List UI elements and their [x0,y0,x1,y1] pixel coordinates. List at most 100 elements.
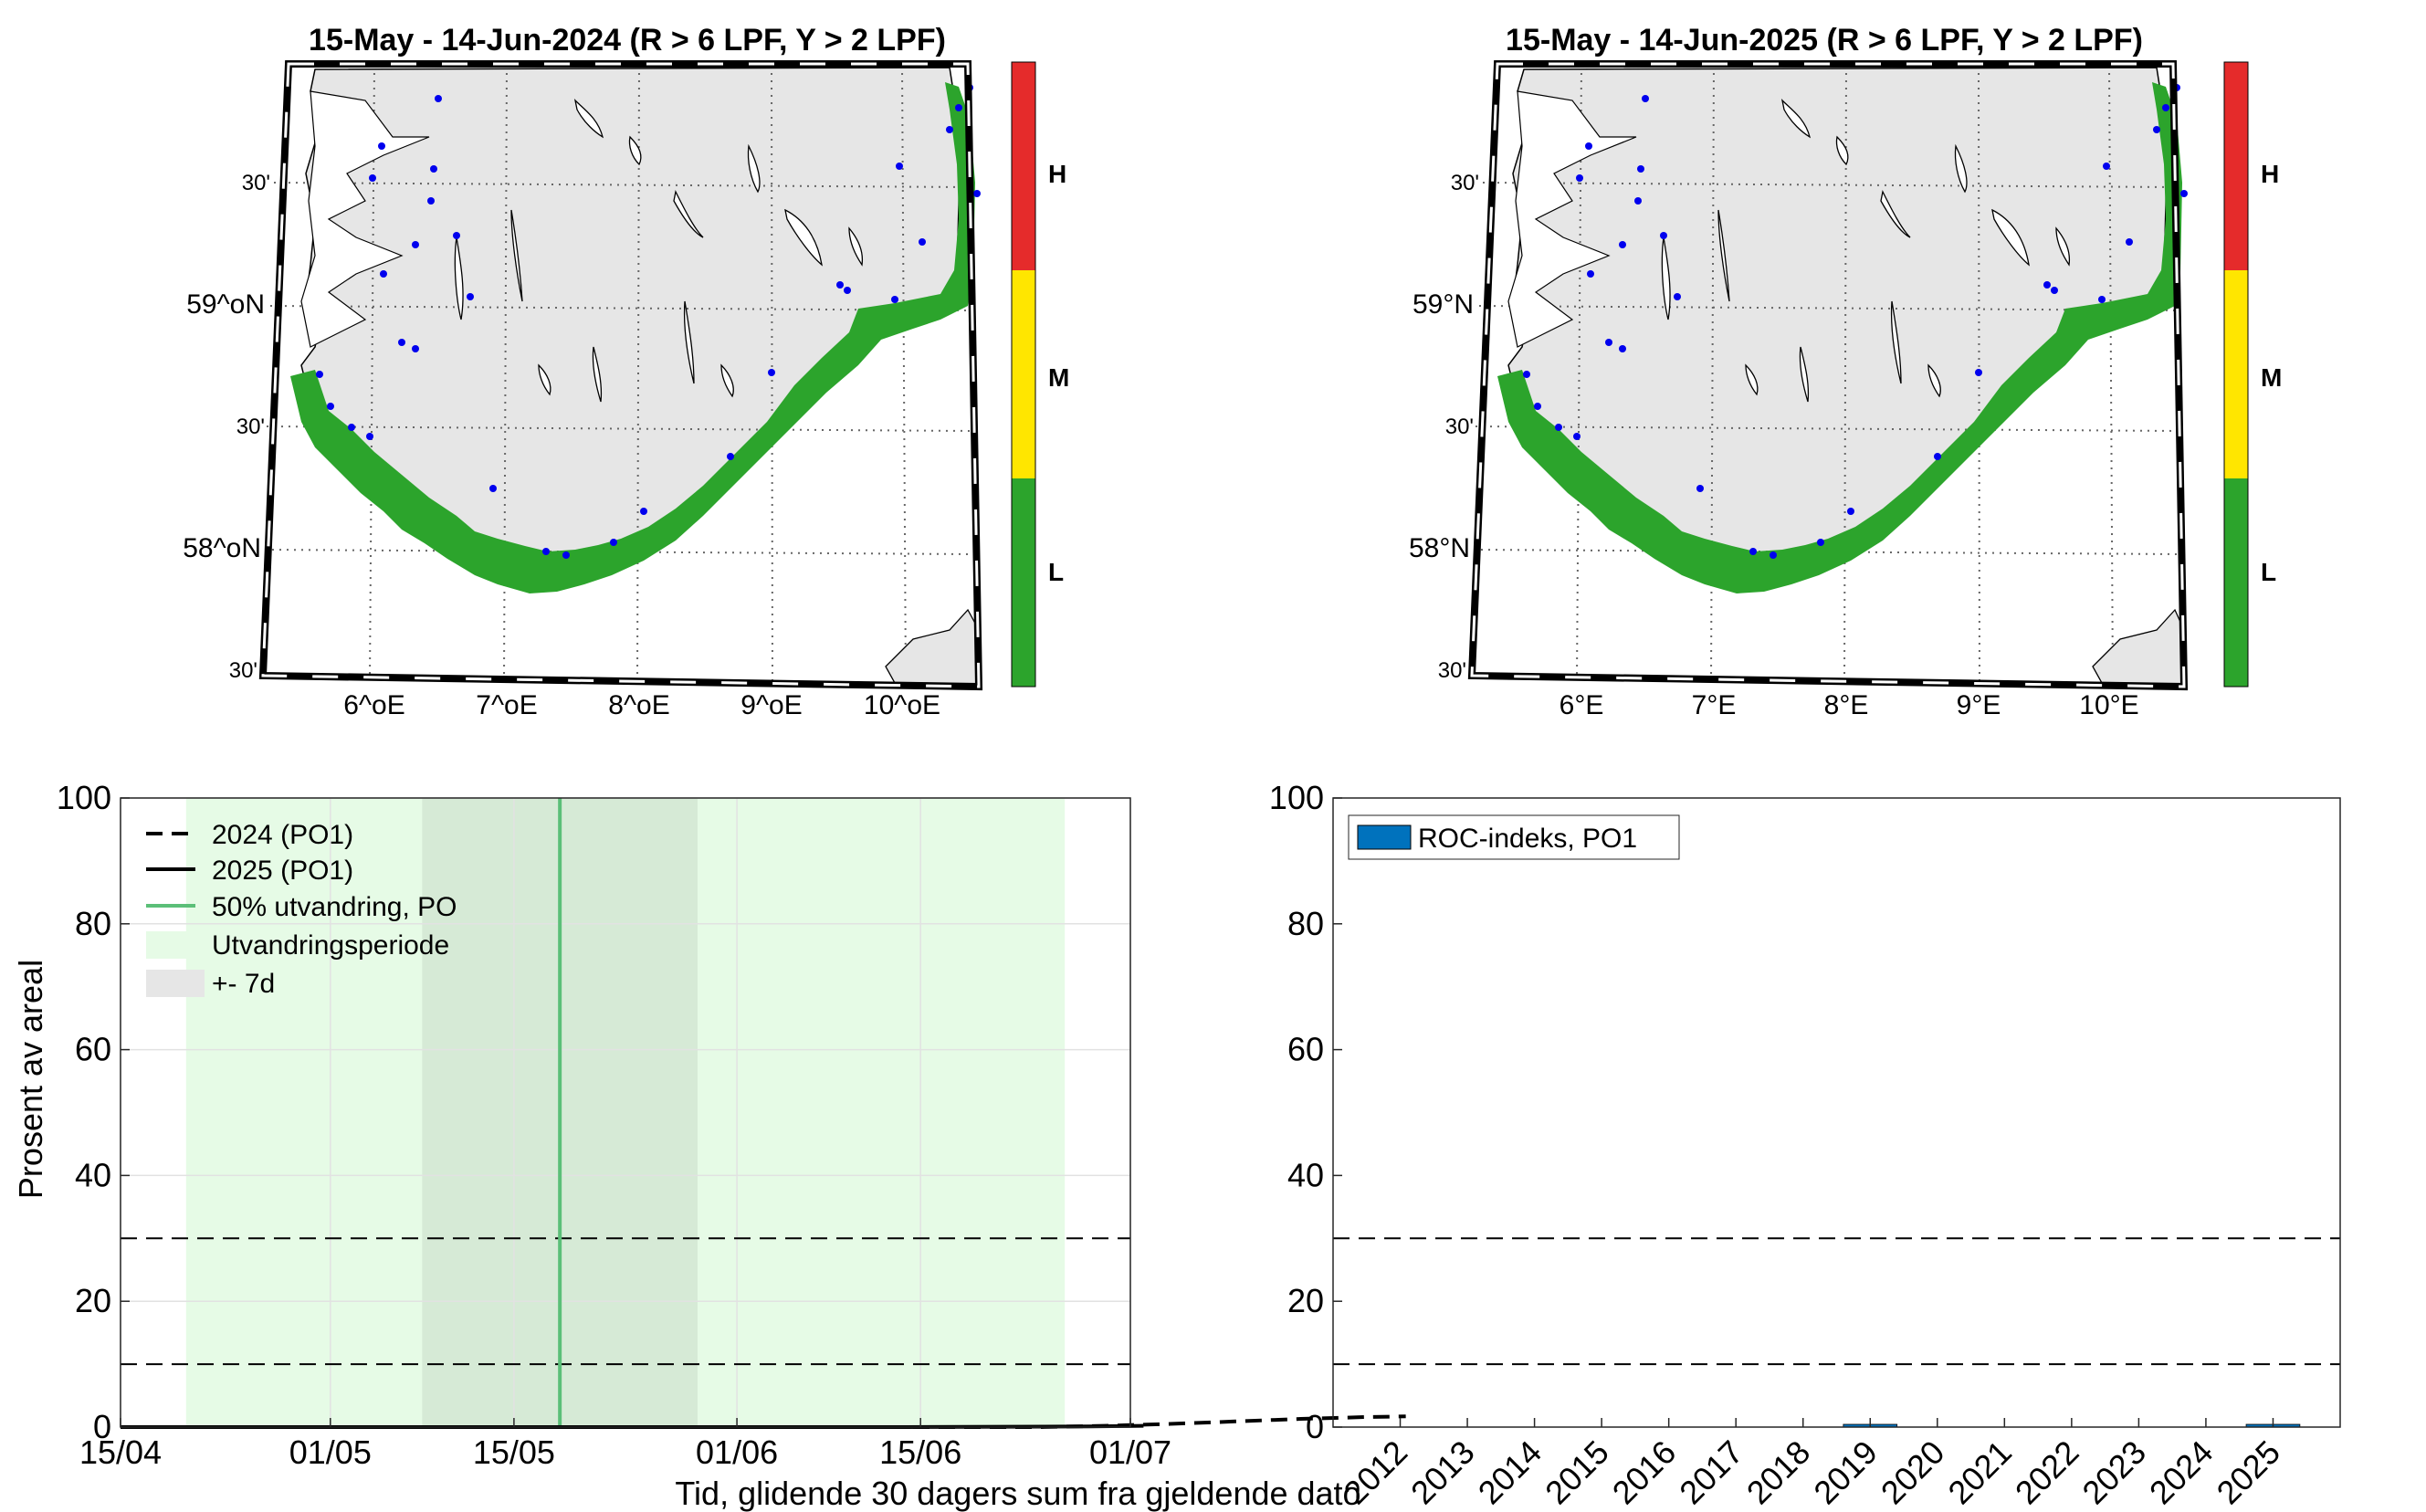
colorbar-label-medium: M [2261,363,2282,392]
bar-chart-y-ticks: 0 20 40 60 80 100 [1269,779,1342,1445]
colorbar-label-medium: M [1048,363,1069,392]
map-2024: 15-May - 14-Jun-2024 (R > 6 LPF, Y > 2 L… [183,23,1069,720]
map-2024-lakes [454,99,864,403]
x-tick-label: 2017 [1672,1433,1750,1512]
y-tick-label: 100 [1269,779,1324,816]
y-tick-label: 100 [57,779,111,816]
map-2024-title: 15-May - 14-Jun-2024 (R > 6 LPF, Y > 2 L… [309,23,946,58]
colorbar-low [2224,478,2248,687]
bar-chart-legend: ROC-indeks, PO1 [1348,814,1680,860]
y-tick-label: 40 [1287,1156,1324,1193]
lat-label: 30' [1438,658,1466,683]
lat-label: 30' [1451,171,1479,195]
bar-chart-x-ticks: 2012201320142015201620172018201920202021… [1337,1418,2287,1512]
x-tick-label: 2020 [1874,1433,1952,1512]
colorbar-label-high: H [2261,160,2279,188]
x-tick-label: 15/06 [879,1433,961,1471]
lat-label: 58^oN [183,533,261,563]
x-tick-label: 2025 [2209,1433,2287,1512]
y-tick-label: 20 [1287,1282,1324,1319]
y-tick-label: 60 [1287,1031,1324,1068]
x-tick-label: 2021 [1940,1433,2019,1512]
x-tick-label: 15/04 [79,1433,162,1471]
map-2024-stations [316,84,981,559]
map-2025-lakes [1661,99,2071,403]
y-tick-label: 60 [75,1031,111,1068]
bar-chart-axes [1332,797,2341,1428]
line-chart-ylabel: Prosent av areal [12,960,49,1199]
x-tick-label: 01/07 [1089,1433,1171,1471]
y-tick-label: 0 [93,1408,111,1445]
x-tick-label: 2018 [1739,1433,1818,1512]
lon-label: 6°E [1560,690,1604,720]
lon-label: 10°E [2079,690,2138,720]
x-tick-label: 2023 [2074,1433,2153,1512]
map-2025-stations [1523,84,2188,559]
legend-swatch-period [146,931,205,959]
legend-label-2024: 2024 (PO1) [212,820,353,850]
colorbar-label-low: L [2261,558,2276,586]
lon-label: 7°E [1692,690,1737,720]
map-2024-colorbar: H M L [1011,61,1069,688]
lon-label: 8°E [1824,690,1869,720]
lat-label: 30' [1445,415,1474,439]
x-tick-label: 2014 [1471,1433,1549,1512]
colorbar-medium [2224,270,2248,478]
legend-label-period: Utvandringsperiode [212,930,449,961]
map-2025-lat-labels: 30' 59°N 30' 58°N 30' [1409,171,1479,683]
legend-label-window: +- 7d [212,969,275,999]
colorbar-label-low: L [1048,558,1064,586]
line-chart-legend: 2024 (PO1) 2025 (PO1) 50% utvandring, PO… [146,820,457,999]
colorbar-medium [1012,270,1035,478]
line-chart-y-ticks: 0 20 40 60 80 100 [57,779,130,1445]
colorbar-low [1012,478,1035,687]
lat-label: 59^oN [186,289,265,320]
bar-chart: 0 20 40 60 80 100 201220132014201520162017201… [1269,779,2341,1512]
map-2025-grid [1473,65,2181,688]
lon-label: 8^oE [608,690,669,720]
map-2025-lon-labels: 6°E 7°E 8°E 9°E 10°E [1560,690,2139,720]
x-tick-label: 2013 [1403,1433,1482,1512]
legend-label-fifty: 50% utvandring, PO [212,892,457,922]
y-tick-label: 0 [1306,1408,1324,1445]
map-2024-lat-labels: 30' 59^oN 30' 58^oN 30' [183,171,270,683]
lat-label: 30' [236,415,265,439]
lat-label: 30' [242,171,270,195]
y-tick-label: 80 [75,905,111,942]
lon-label: 9°E [1957,690,2001,720]
map-2025-colorbar: H M L [2223,61,2282,688]
colorbar-high [2224,62,2248,270]
lon-label: 7^oE [476,690,537,720]
line-chart-axes [120,797,1131,1428]
bar-legend-swatch [1357,824,1412,850]
legend-label-2025: 2025 (PO1) [212,856,353,886]
lat-label: 30' [229,658,257,683]
line-chart-thresholds [121,1237,1130,1366]
line-chart-xlabel: Tid, glidende 30 dagers sum fra gjeldend… [675,1475,1360,1512]
colorbar-high [1012,62,1035,270]
lon-label: 10^oE [864,690,940,720]
x-tick-label: 01/06 [696,1433,778,1471]
x-tick-label: 01/05 [289,1433,372,1471]
bar-chart-thresholds [1333,1237,2340,1366]
map-2024-grid [264,65,974,688]
x-tick-label: 2022 [2008,1433,2086,1512]
map-2025-fjords [1507,90,1637,348]
line-chart-x-ticks: 15/04 01/05 15/05 01/06 15/06 01/07 [79,1418,1171,1471]
lon-label: 6^oE [343,690,404,720]
x-tick-label: 2015 [1538,1433,1616,1512]
colorbar-label-high: H [1048,160,1066,188]
map-2025-title: 15-May - 14-Jun-2025 (R > 6 LPF, Y > 2 L… [1506,23,2143,58]
y-tick-label: 20 [75,1282,111,1319]
x-tick-label: 2016 [1605,1433,1684,1512]
lat-label: 58°N [1409,533,1470,563]
map-2025: 15-May - 14-Jun-2025 (R > 6 LPF, Y > 2 L… [1409,23,2282,720]
x-tick-label: 2019 [1806,1433,1885,1512]
x-tick-label: 2024 [2142,1433,2221,1512]
y-tick-label: 40 [75,1156,111,1193]
bar-legend-label: ROC-indeks, PO1 [1418,824,1637,854]
lon-label: 9^oE [740,690,802,720]
legend-swatch-window [146,970,205,997]
x-tick-label: 15/05 [473,1433,555,1471]
